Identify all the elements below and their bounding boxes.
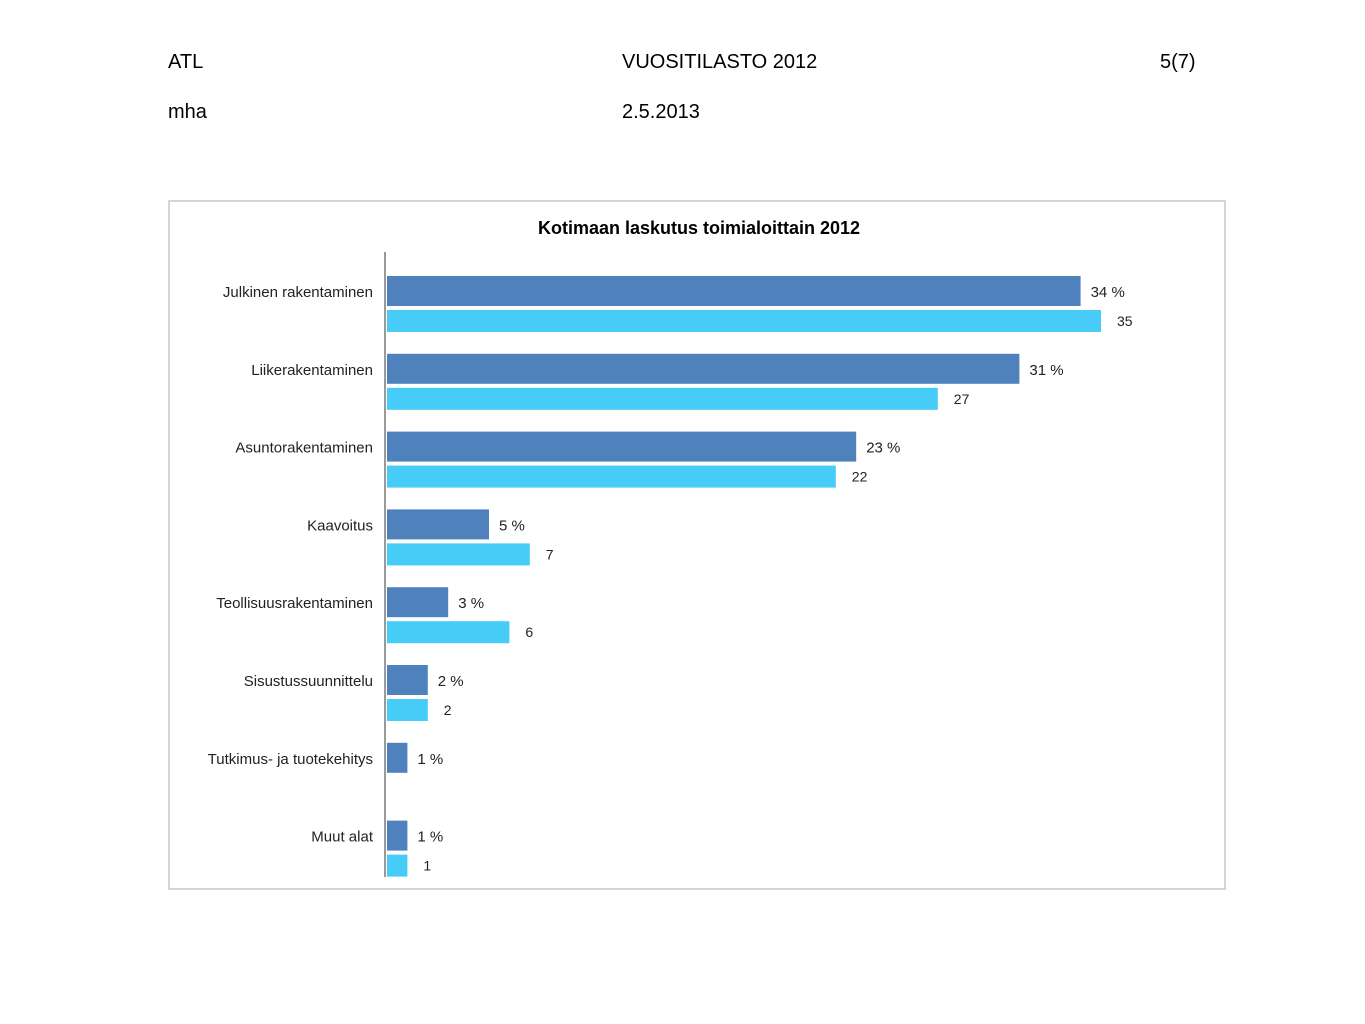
bar-series2 [387,465,836,488]
header-doc-title: VUOSITILASTO 2012 [622,51,818,73]
bar-series2 [387,699,428,721]
data-label-series1: 1 % [417,751,443,768]
bar-series1 [387,353,1020,384]
data-label-series1: 1 % [417,829,443,846]
category-label: Teollisuusrakentaminen [216,595,373,612]
category-label: Liikerakentaminen [251,362,373,379]
bar-series1 [387,431,857,462]
bar-series2 [387,387,938,410]
bar-series2 [387,543,530,566]
category-label: Sisustussuunnittelu [244,673,373,690]
category-label: Kaavoitus [307,517,373,534]
data-label-series1: 3 % [458,595,484,612]
bar-series1 [387,742,408,773]
data-label-series2: 2 [444,702,452,718]
data-label-series2: 22 [852,469,868,485]
category-label: Tutkimus- ja tuotekehitys [208,751,373,768]
data-label-series1: 31 % [1029,362,1063,379]
data-label-series2: 27 [954,391,970,407]
bar-series1 [387,820,408,851]
data-label-series1: 34 % [1091,284,1125,301]
bar-series1 [387,276,1081,306]
bar-series2 [387,310,1101,332]
bar-series2 [387,621,510,644]
bar-series1 [387,509,489,540]
data-label-series2: 35 [1117,313,1133,329]
chart-title: Kotimaan laskutus toimialoittain 2012 [538,218,860,238]
category-label: Asuntorakentaminen [235,440,373,457]
data-label-series1: 5 % [499,517,525,534]
data-label-series2: 6 [525,624,533,640]
category-label: Julkinen rakentaminen [223,284,373,301]
bar-series1 [387,587,449,618]
bar-series2 [387,854,408,877]
bar-series1 [387,665,428,695]
data-label-series1: 2 % [438,673,464,690]
data-label-series1: 23 % [866,440,900,457]
header-page-number: 5(7) [1160,51,1196,73]
chart-frame: Kotimaan laskutus toimialoittain 2012 Ju… [168,200,1226,890]
header-org: ATL [168,51,204,73]
category-label: Muut alat [311,829,374,846]
data-label-series2: 7 [546,546,554,562]
data-label-series2: 1 [423,858,431,874]
header-date: 2.5.2013 [622,101,700,123]
chart-marks: Julkinen rakentaminen 34 % 35 Liikerakentam… [208,252,1133,877]
chart-svg: Kotimaan laskutus toimialoittain 2012 Ju… [208,218,1133,877]
header-author: mha [168,101,207,123]
